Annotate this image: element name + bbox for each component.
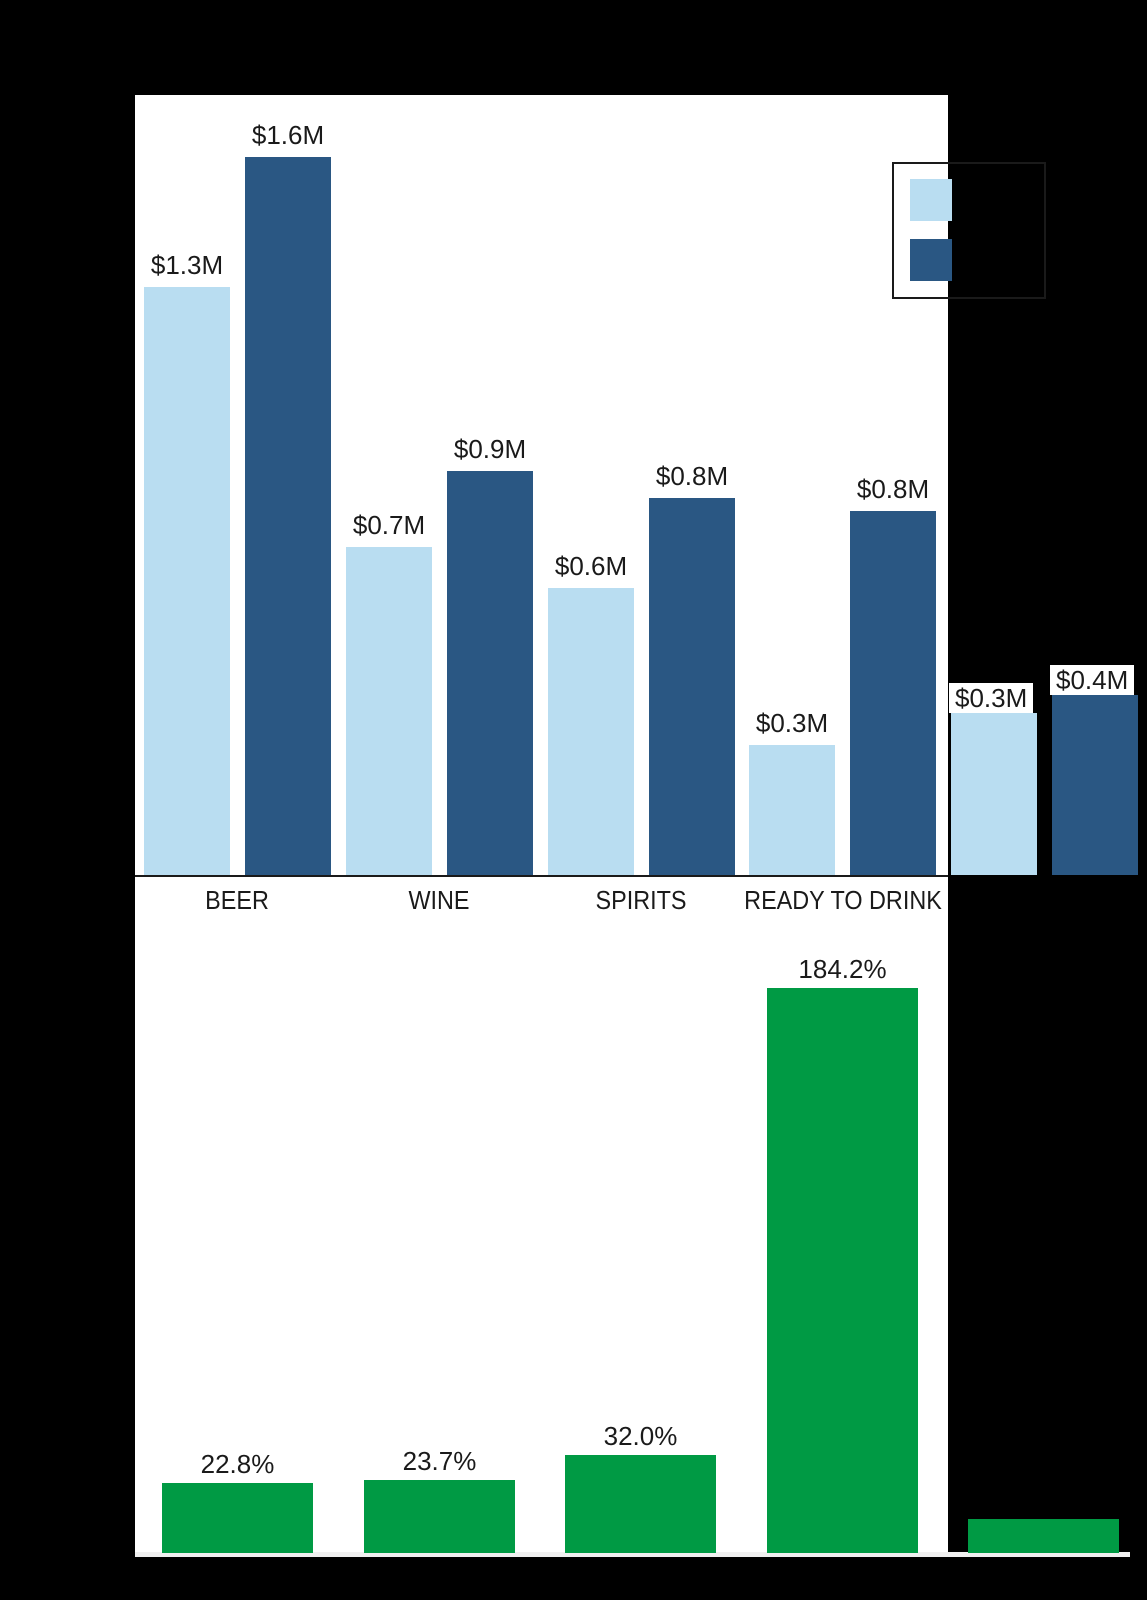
bottom-chart-value-label: 23.7% bbox=[402, 1446, 477, 1476]
top-chart-value-label: $0.8M bbox=[856, 474, 930, 504]
category-label-wine: WINE bbox=[408, 885, 470, 915]
top-chart-value-label: $0.3M bbox=[949, 683, 1034, 713]
bottom-chart-bar-ready-to-drink bbox=[767, 988, 918, 1553]
top-chart-value-label: $1.3M bbox=[150, 250, 224, 280]
top-chart-value-label: $0.6M bbox=[554, 551, 628, 581]
top-chart-bar-ready-to-drink-dark-blue bbox=[850, 511, 936, 875]
bottom-chart-bar-beer bbox=[162, 1483, 313, 1553]
top-chart-bar-spirits-light-blue bbox=[548, 588, 634, 875]
top-chart-bar-cat5-dark-blue bbox=[1052, 695, 1138, 875]
bottom-chart-axis-line bbox=[135, 1552, 1130, 1557]
top-chart-bar-beer-dark-blue bbox=[245, 157, 331, 875]
top-chart-value-label: $0.7M bbox=[352, 510, 426, 540]
bottom-chart-value-label: 184.2% bbox=[798, 954, 887, 984]
top-chart-value-label: $0.4M bbox=[1050, 665, 1135, 695]
top-chart-axis-line bbox=[135, 875, 948, 877]
top-chart-bar-spirits-dark-blue bbox=[649, 498, 735, 875]
category-label-ready-to-drink: READY TO DRINK bbox=[744, 885, 942, 915]
top-chart-bar-beer-light-blue bbox=[144, 287, 230, 875]
legend-swatch-light-blue bbox=[910, 179, 952, 221]
top-chart-value-label: $0.9M bbox=[453, 434, 527, 464]
bottom-chart-bar-spirits bbox=[565, 1455, 716, 1553]
top-chart-bar-ready-to-drink-light-blue bbox=[749, 745, 835, 875]
top-chart-bar-wine-light-blue bbox=[346, 547, 432, 875]
bottom-chart-value-label: 32.0% bbox=[603, 1421, 678, 1451]
top-chart-value-label: $0.8M bbox=[655, 461, 729, 491]
top-chart-bar-cat5-light-blue bbox=[951, 713, 1037, 875]
top-chart-bar-wine-dark-blue bbox=[447, 471, 533, 875]
category-label-spirits: SPIRITS bbox=[595, 885, 687, 915]
legend-box bbox=[892, 162, 1046, 299]
category-label-beer: BEER bbox=[205, 885, 269, 915]
top-chart-value-label: $0.3M bbox=[755, 708, 829, 738]
legend-swatch-dark-blue bbox=[910, 239, 952, 281]
bottom-chart-value-label: 22.8% bbox=[200, 1449, 275, 1479]
bottom-chart-bar-cat5 bbox=[968, 1519, 1119, 1553]
top-chart-value-label: $1.6M bbox=[251, 120, 325, 150]
bottom-chart-bar-wine bbox=[364, 1480, 515, 1553]
